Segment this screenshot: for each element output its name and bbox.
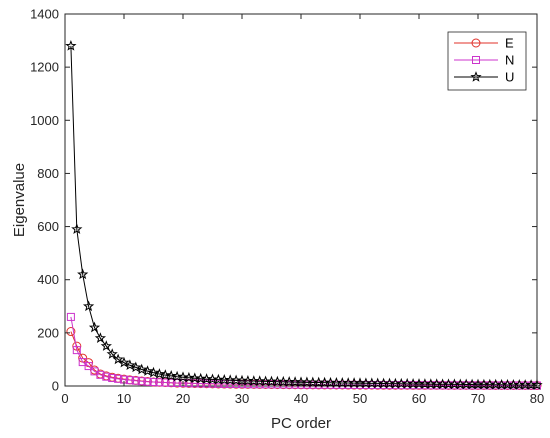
data-point-N — [125, 376, 134, 385]
legend-box — [447, 31, 527, 91]
x-tick-label: 0 — [61, 391, 68, 406]
data-point-U — [159, 369, 171, 380]
data-point-N — [131, 376, 140, 385]
x-axis-label: PC order — [271, 415, 331, 432]
data-point-U — [147, 366, 160, 378]
data-point-N — [66, 312, 75, 321]
data-point-N — [96, 370, 105, 379]
y-tick-label: 600 — [37, 219, 59, 234]
data-point-U — [88, 321, 101, 333]
data-point-U — [112, 353, 124, 365]
data-point-N — [173, 378, 182, 387]
x-tick-label: 50 — [353, 391, 367, 406]
x-tick-label: 70 — [471, 391, 485, 406]
legend: ENU — [447, 31, 527, 91]
legend-label: U — [505, 70, 514, 85]
legend-marker — [470, 71, 482, 82]
data-point-N — [102, 372, 111, 381]
data-point-U — [141, 365, 154, 376]
x-tick-label: 30 — [235, 391, 249, 406]
y-axis-label: Eigenvalue — [11, 163, 28, 237]
legend-label: N — [505, 53, 514, 68]
data-point-U — [124, 359, 136, 371]
data-point-N — [202, 379, 211, 388]
data-point-U — [531, 379, 543, 390]
data-point-N — [161, 378, 170, 387]
data-point-U — [77, 268, 89, 280]
y-tick-label: 0 — [52, 379, 59, 394]
legend-item-U: U — [454, 70, 514, 85]
data-point-N — [84, 362, 93, 371]
data-point-N — [155, 378, 164, 387]
y-tick-label: 1000 — [30, 113, 59, 128]
legend-marker — [472, 56, 480, 64]
data-point-U — [71, 223, 83, 235]
series-line-N — [70, 316, 537, 387]
data-point-U — [136, 363, 148, 375]
data-point-U — [94, 332, 107, 343]
x-tick-label: 40 — [294, 391, 308, 406]
x-tick-label: 10 — [117, 391, 131, 406]
data-point-U — [165, 369, 177, 381]
legend-items: ENU — [454, 36, 514, 85]
legend-item-N: N — [454, 53, 514, 68]
data-point-U — [100, 340, 112, 351]
x-tick-label: 20 — [176, 391, 190, 406]
data-point-U — [82, 300, 95, 312]
data-point-U — [65, 39, 77, 51]
data-point-N — [167, 378, 176, 387]
series-U — [65, 39, 543, 390]
data-point-U — [118, 356, 130, 368]
data-point-N — [72, 346, 81, 355]
data-point-N — [149, 378, 158, 387]
y-tick-label: 400 — [37, 272, 59, 287]
data-point-U — [177, 371, 189, 383]
x-tick-label: 60 — [412, 391, 426, 406]
data-point-N — [108, 374, 117, 383]
data-point-N — [137, 377, 146, 386]
legend-marker — [471, 38, 481, 48]
series-layer — [65, 39, 543, 391]
x-tick-label: 80 — [530, 391, 544, 406]
axes-layer: 0 10 20 30 40 50 60 70 8002004006008001000120014… — [30, 7, 544, 407]
y-tick-label: 1200 — [30, 60, 59, 75]
data-point-U — [130, 361, 142, 373]
data-point-E — [66, 327, 76, 337]
data-point-N — [143, 377, 152, 386]
data-point-U — [183, 371, 195, 383]
data-point-N — [196, 379, 205, 388]
legend-item-E: E — [454, 36, 514, 51]
y-tick-label: 1400 — [30, 7, 59, 22]
data-point-N — [114, 374, 123, 383]
data-point-U — [153, 368, 166, 379]
y-tick-label: 800 — [37, 166, 59, 181]
legend-label: E — [505, 36, 514, 51]
data-point-U — [106, 348, 118, 359]
data-point-U — [171, 370, 183, 382]
y-tick-label: 200 — [37, 325, 59, 340]
